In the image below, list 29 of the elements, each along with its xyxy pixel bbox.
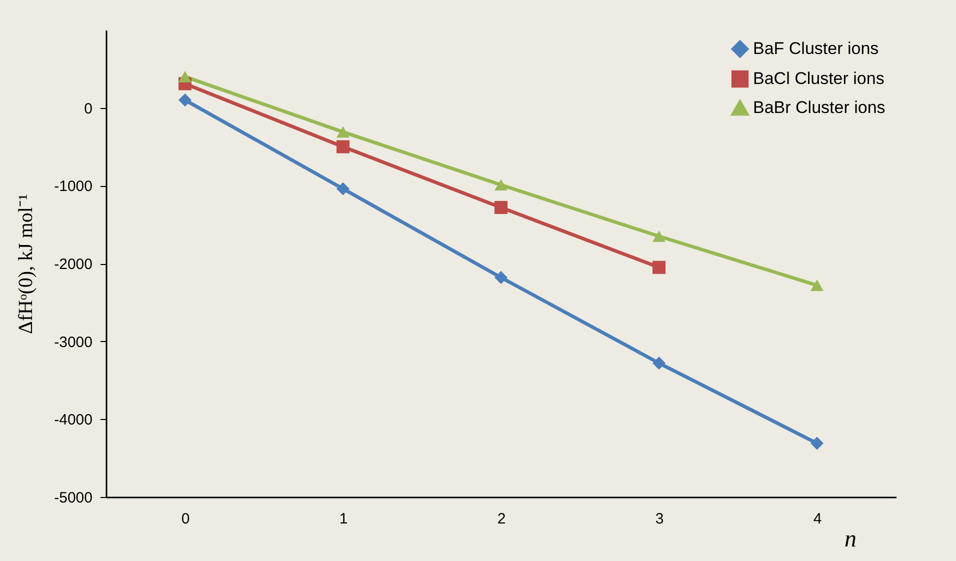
point — [652, 230, 666, 242]
x-axis-title: n — [844, 526, 856, 552]
y-tick-label: 0 — [84, 100, 92, 118]
y-axis-title: ΔfHᵒ(0), kJ mol⁻¹ — [15, 194, 38, 334]
point — [336, 140, 350, 154]
legend-label: BaBr Cluster ions — [753, 98, 886, 117]
legend-label: BaF Cluster ions — [753, 39, 879, 58]
point — [652, 260, 666, 274]
x-tick-label: 3 — [655, 510, 664, 528]
point — [336, 126, 350, 138]
x-tick-label: 1 — [339, 510, 348, 528]
legend-label: BaCl Cluster ions — [753, 69, 884, 88]
x-tick-label: 0 — [181, 510, 190, 528]
point — [652, 356, 666, 370]
y-tick-label: -2000 — [54, 256, 92, 273]
y-tick-label: -4000 — [54, 412, 92, 429]
point — [178, 94, 192, 107]
point — [494, 270, 508, 284]
point — [810, 436, 824, 450]
point — [494, 200, 508, 214]
x-tick-label: 2 — [497, 510, 506, 528]
point — [810, 280, 824, 291]
x-tick-label: 4 — [813, 510, 822, 528]
y-tick-label: -5000 — [54, 490, 92, 506]
y-tick-label: -1000 — [54, 178, 92, 196]
y-tick-label: -3000 — [54, 334, 92, 351]
point — [336, 182, 350, 196]
point — [178, 71, 192, 82]
point — [494, 179, 508, 191]
